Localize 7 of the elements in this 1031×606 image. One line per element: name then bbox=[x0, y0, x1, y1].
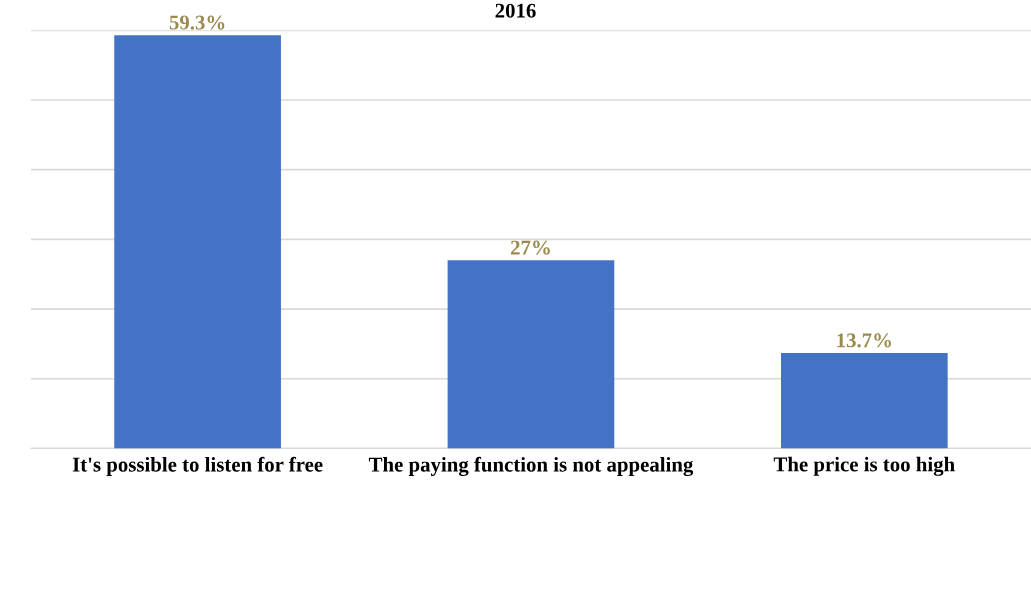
chart-title: 2016 bbox=[495, 3, 536, 18]
data-label: 27% bbox=[511, 240, 550, 255]
data-label: 13.7% bbox=[837, 333, 892, 348]
x-tick-label: The paying function is not appealing bbox=[368, 456, 694, 477]
x-tick-label: It's possible to listen for free bbox=[72, 456, 323, 476]
data-label: 59.3% bbox=[169, 15, 225, 30]
x-tick-label: The price is too high bbox=[773, 456, 955, 476]
